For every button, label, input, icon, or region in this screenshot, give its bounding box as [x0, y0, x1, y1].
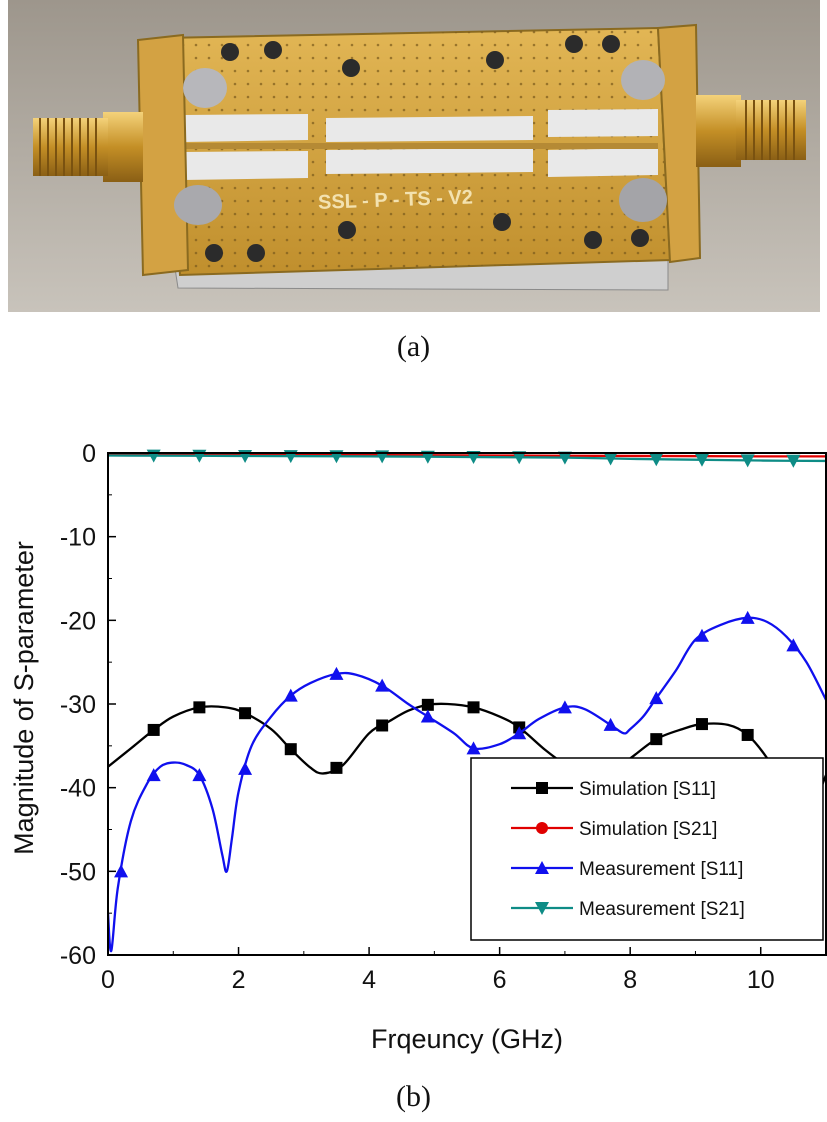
legend-marker	[535, 861, 549, 874]
y-tick-label: -10	[60, 524, 96, 552]
series-marker	[421, 698, 434, 711]
series-marker	[146, 768, 161, 782]
series-marker	[649, 691, 664, 705]
y-tick-label: -30	[60, 691, 96, 719]
series-marker	[375, 678, 390, 692]
series-0	[108, 698, 826, 819]
series-marker	[786, 638, 801, 652]
series-line	[108, 454, 826, 463]
x-axis-title: Frqeuncy (GHz)	[371, 1024, 563, 1054]
series-marker	[239, 707, 252, 720]
series-marker	[466, 451, 481, 465]
legend-marker	[535, 902, 549, 915]
x-tick-label: 8	[623, 966, 637, 994]
series-marker	[114, 864, 129, 878]
series-marker	[147, 723, 160, 736]
series-line	[108, 702, 826, 819]
x-tick-label: 0	[101, 966, 115, 994]
series-marker	[512, 726, 527, 740]
x-tick-label: 6	[493, 966, 507, 994]
series-marker	[740, 454, 755, 468]
series-marker	[603, 717, 618, 731]
series-marker	[467, 701, 480, 714]
device-photo: SSL - P - TS - V2	[8, 0, 820, 312]
y-tick-label: -20	[60, 607, 96, 635]
series-marker	[786, 454, 801, 468]
series-2	[108, 610, 826, 952]
series-marker	[376, 719, 389, 732]
legend-marker	[536, 822, 548, 834]
legend-label: Simulation [S11]	[579, 779, 716, 800]
x-tick-label: 10	[747, 966, 775, 994]
series-marker	[193, 701, 206, 714]
series-marker	[649, 453, 664, 467]
series-marker	[192, 768, 207, 782]
board-label: SSL - P - TS - V2	[318, 186, 474, 213]
series-marker	[557, 451, 572, 465]
legend: Simulation [S11] Simulation [S21] Measurem…	[470, 757, 824, 941]
x-tick-label: 4	[362, 966, 376, 994]
series-marker	[283, 688, 298, 702]
series-marker	[741, 728, 754, 741]
series-marker	[420, 709, 435, 723]
series-marker	[329, 666, 344, 680]
series-marker	[603, 452, 618, 466]
y-tick-label: -60	[60, 942, 96, 970]
series-marker	[466, 741, 481, 755]
series-marker	[695, 718, 708, 731]
y-axis-title: Magnitude of S-parameter	[9, 541, 39, 855]
series-marker	[512, 451, 527, 465]
series-marker	[650, 733, 663, 746]
series-marker	[238, 761, 253, 775]
series-line	[108, 616, 826, 952]
series-marker	[284, 743, 297, 756]
series-marker	[330, 761, 343, 774]
caption-a: (a)	[396, 330, 431, 363]
s-parameter-chart: 0 2 4 6 8 10 0 -10 -20 -30 -40 -50 -60 Frqeuncy (GHz…	[9, 440, 827, 1054]
series-marker	[557, 700, 572, 714]
x-tick-label: 2	[232, 966, 246, 994]
series-marker	[740, 610, 755, 624]
y-tick-label: 0	[82, 440, 96, 468]
device-photo-image: SSL - P - TS - V2	[8, 0, 820, 312]
series-marker	[694, 628, 709, 642]
y-tick-label: -40	[60, 775, 96, 803]
legend-marker	[536, 782, 548, 794]
legend-label: Measurement [S11]	[579, 859, 743, 880]
legend-label: Measurement [S21]	[579, 899, 745, 920]
caption-b: (b)	[396, 1080, 431, 1113]
y-tick-label: -50	[60, 858, 96, 886]
legend-label: Simulation [S21]	[579, 819, 717, 840]
series-marker	[694, 453, 709, 467]
